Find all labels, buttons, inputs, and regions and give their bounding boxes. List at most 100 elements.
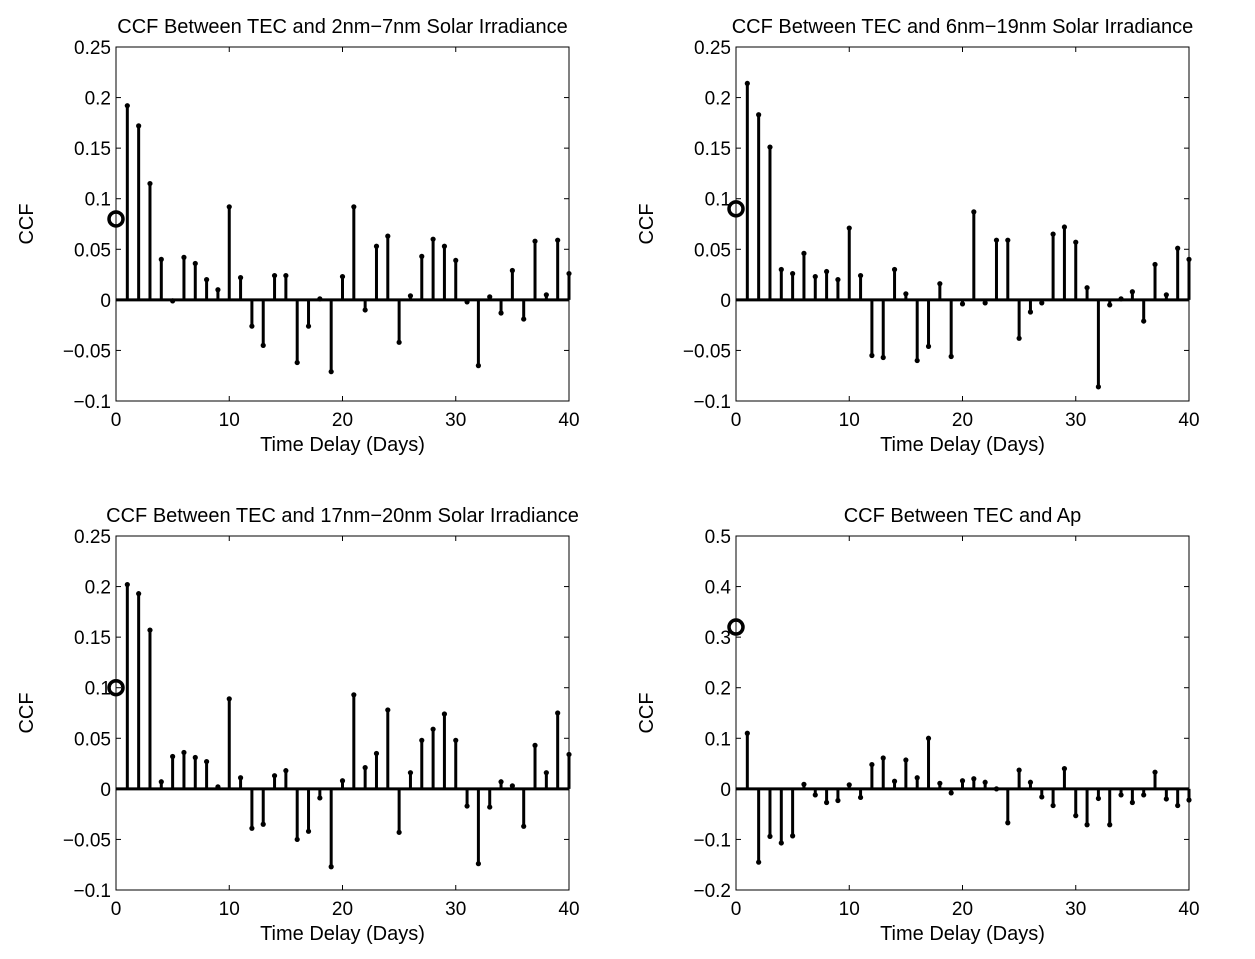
y-tick-label: 0 [720,780,731,801]
y-tick-label: 0.25 [74,527,111,548]
y-tick-label: −0.05 [63,830,111,851]
y-tick-label: 0.15 [694,139,731,160]
stem-point [260,821,266,827]
stem-point [767,144,773,150]
y-tick-label: 0.05 [74,729,111,750]
stem-point [914,775,920,781]
stem-point [181,254,187,260]
stem-point [1141,318,1147,324]
stem-point [509,267,515,274]
stem-point [891,778,898,784]
stem-point [756,859,762,865]
stem-point [339,273,346,280]
stem-point [824,268,830,275]
chart-panel-2: CCF Between TEC and 6nm−19nm Solar Irrad… [636,16,1200,456]
stem-point [373,243,380,249]
stem-point [1027,309,1034,315]
axes-box [115,46,570,402]
y-axis-label: CCF [636,692,658,733]
stem-point [903,291,909,297]
stem-point [487,804,493,810]
stem-point [937,281,943,287]
x-tick-label: 0 [731,899,742,920]
y-tick-label: 0.2 [705,679,731,700]
stem-point [982,300,988,306]
stem-point [971,209,977,215]
stem-point [880,755,886,761]
y-tick-label: −0.1 [693,392,731,413]
stem-point [351,692,357,698]
zero-lag-marker [727,618,745,636]
stem-point [1005,237,1011,243]
stem-point [566,270,572,277]
stem-point [204,758,210,765]
zero-lag-marker [727,200,745,218]
stem-point [215,784,221,790]
x-tick-label: 10 [219,899,240,920]
stem-point [1061,224,1068,230]
x-tick-label: 20 [332,410,353,431]
x-tick-label: 10 [219,410,240,431]
stem-point [1163,796,1169,802]
stem-point [430,236,436,242]
stem-point [226,696,232,702]
y-tick-label: 0 [100,780,111,801]
x-tick-label: 0 [111,410,122,431]
stem-point [385,233,391,239]
stem-point [362,307,368,313]
x-axis-label: Time Delay (Days) [880,434,1045,456]
axes-box [115,535,570,891]
stem-point [1107,302,1113,308]
stem-point [835,797,841,804]
stem-point [441,711,448,717]
x-tick-label: 30 [445,899,466,920]
stem-point [812,273,818,280]
x-tick-label: 40 [1178,410,1199,431]
y-tick-label: 0.5 [705,527,731,548]
stem-point [891,266,898,273]
chart-title: CCF Between TEC and Ap [844,505,1082,527]
stem-point [328,864,334,870]
stem-point [1141,792,1147,798]
y-tick-label: −0.1 [73,881,111,902]
stem-point [948,353,954,360]
y-tick-label: −0.05 [63,341,111,362]
stem-point [1050,231,1056,237]
stem-point [744,730,750,736]
stem-point [778,266,784,273]
y-tick-label: 0.1 [705,729,731,750]
x-tick-label: 40 [558,410,579,431]
stem-point [407,770,414,776]
stem-point [124,581,130,588]
y-axis-label: CCF [16,203,38,244]
stem-point [1129,289,1135,295]
stem-point [271,272,278,279]
stem-point [1118,792,1124,798]
stem-point [1107,822,1113,828]
stem-point [1118,296,1124,302]
stem-point [407,293,414,299]
stem-point [790,270,796,277]
y-tick-label: 0.15 [74,628,111,649]
y-tick-label: 0 [100,291,111,312]
stem-point [158,256,164,262]
stem-point [498,779,504,785]
y-tick-label: −0.05 [683,341,731,362]
stem-point [351,204,357,210]
y-axis-label: CCF [16,692,38,733]
stem-point [1039,300,1045,306]
stem-point [744,80,750,87]
x-tick-label: 20 [332,899,353,920]
x-tick-label: 0 [111,899,122,920]
stem-point [1016,335,1022,341]
stem-point [237,775,244,781]
stem-point [170,298,176,304]
stem-point [1027,779,1034,785]
stem-point [249,825,255,831]
x-axis-label: Time Delay (Days) [880,923,1045,945]
stem-point [846,225,852,231]
stem-point [555,237,561,243]
stem-point [1016,767,1022,773]
x-axis-label: Time Delay (Days) [260,923,425,945]
stem-point [857,272,864,279]
